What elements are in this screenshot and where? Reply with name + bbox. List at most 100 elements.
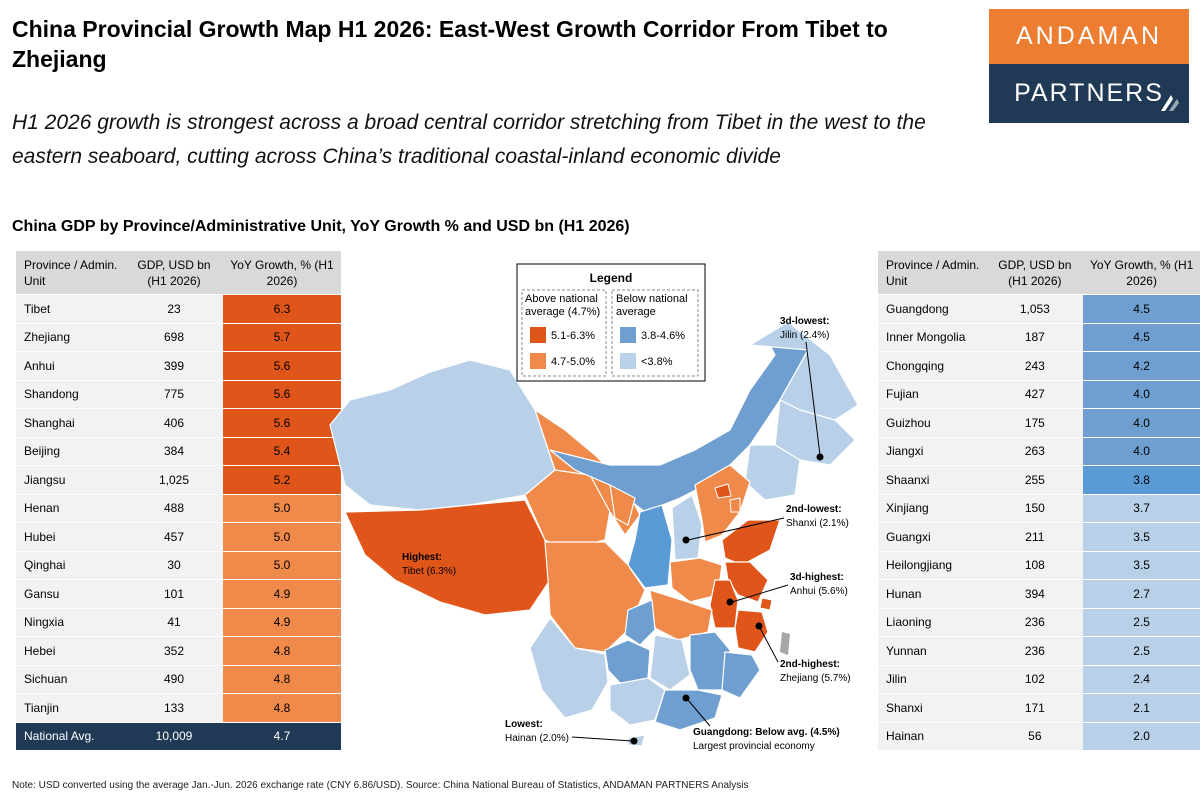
table-row: Shaanxi 255 3.8: [878, 465, 1200, 494]
region-guizhou: [604, 639, 651, 686]
table-row: Sichuan 490 4.8: [16, 664, 341, 694]
growth-cell: 4.5: [1083, 294, 1200, 323]
growth-cell: 4.8: [223, 693, 341, 722]
annotation-third-lowest-text: Jilin (2.4%): [780, 330, 829, 341]
gdp-cell: 406: [125, 408, 223, 437]
gdp-cell: 102: [986, 664, 1084, 694]
gdp-cell: 243: [986, 351, 1084, 380]
region-sichuan: [544, 541, 646, 653]
region-hebei: [694, 464, 751, 543]
growth-cell: 5.6: [223, 351, 341, 380]
province-cell: Guangdong: [878, 294, 987, 323]
col-header-gdp: GDP, USD bn (H1 2026): [125, 251, 223, 295]
table-row: Xinjiang 150 3.7: [878, 493, 1200, 523]
table-row: Henan 488 5.0: [16, 493, 341, 523]
table-row: Fujian 427 4.0: [878, 379, 1200, 409]
table-row: Tibet 23 6.3: [16, 294, 341, 323]
growth-cell: 5.0: [223, 522, 341, 551]
gdp-cell: 150: [986, 493, 1084, 523]
annotation-highest-title: Highest:: [402, 552, 442, 563]
table-row: National Avg. 10,009 4.7: [16, 721, 341, 750]
table-row: Gansu 101 4.9: [16, 579, 341, 608]
table-row: Chongqing 243 4.2: [878, 351, 1200, 380]
growth-cell: 3.7: [1083, 493, 1200, 523]
gdp-cell: 698: [125, 322, 223, 352]
province-cell: Liaoning: [878, 607, 987, 637]
table-row: Shandong 775 5.6: [16, 379, 341, 409]
growth-cell: 4.0: [1083, 408, 1200, 437]
growth-cell: 4.7: [223, 721, 341, 750]
table-row: Hunan 394 2.7: [878, 579, 1200, 608]
table-row: Guangdong 1,053 4.5: [878, 294, 1200, 323]
footnote: Note: USD converted using the average Ja…: [12, 780, 749, 791]
gdp-cell: 133: [125, 693, 223, 722]
province-cell: Heilongjiang: [878, 550, 987, 580]
table-row: Zhejiang 698 5.7: [16, 322, 341, 352]
growth-cell: 3.5: [1083, 522, 1200, 551]
map-legend: Legend Above national average (4.7%) Belo…: [516, 263, 706, 382]
region-xinjiang: [329, 359, 556, 511]
table-row: Hainan 56 2.0: [878, 721, 1200, 750]
growth-cell: 5.6: [223, 379, 341, 409]
table-row: Beijing 384 5.4: [16, 436, 341, 466]
growth-cell: 3.5: [1083, 550, 1200, 580]
province-cell: Jiangsu: [16, 465, 125, 494]
province-cell: Hainan: [878, 721, 987, 750]
annotation-guangdong: Guangdong: Below avg. (4.5%) Largest pro…: [682, 694, 840, 752]
gdp-cell: 775: [125, 379, 223, 409]
province-cell: Shandong: [16, 379, 125, 409]
gdp-cell: 352: [125, 636, 223, 665]
gdp-cell: 23: [125, 294, 223, 323]
annotation-third-highest: 3d-highest: Anhui (5.6%): [726, 572, 848, 606]
region-tibet: [344, 499, 551, 616]
growth-cell: 4.9: [223, 607, 341, 637]
growth-cell: 4.2: [1083, 351, 1200, 380]
gdp-cell: 10,009: [125, 721, 223, 750]
province-cell: Yunnan: [878, 636, 987, 665]
gdp-cell: 101: [125, 579, 223, 608]
table-row: Liaoning 236 2.5: [878, 607, 1200, 637]
region-shaanxi: [627, 504, 673, 589]
left-data-table: Province / Admin. Unit GDP, USD bn (H1 2…: [16, 251, 341, 750]
growth-cell: 4.5: [1083, 322, 1200, 352]
gdp-cell: 457: [125, 522, 223, 551]
region-shanghai: [759, 597, 773, 611]
gdp-cell: 1,053: [986, 294, 1084, 323]
annotation-second-lowest-title: 2nd-lowest:: [786, 504, 842, 515]
growth-cell: 5.7: [223, 322, 341, 352]
legend-swatch-light-blue: [620, 353, 636, 369]
growth-cell: 2.7: [1083, 579, 1200, 608]
province-cell: Hunan: [878, 579, 987, 608]
growth-cell: 4.9: [223, 579, 341, 608]
annotation-lowest-text: Hainan (2.0%): [505, 733, 569, 744]
gdp-cell: 236: [986, 636, 1084, 665]
company-logo: ANDAMAN PARTNERS: [989, 9, 1189, 123]
growth-cell: 4.0: [1083, 436, 1200, 466]
growth-cell: 5.0: [223, 550, 341, 580]
table-row: Guangxi 211 3.5: [878, 522, 1200, 551]
province-cell: Shaanxi: [878, 465, 987, 494]
right-data-table: Province / Admin. Unit GDP, USD bn (H1 2…: [878, 251, 1200, 750]
gdp-cell: 175: [986, 408, 1084, 437]
region-ningxia: [609, 483, 636, 526]
annotation-lowest-title: Lowest:: [505, 719, 543, 730]
gdp-cell: 236: [986, 607, 1084, 637]
region-tianjin: [729, 497, 741, 513]
province-cell: Qinghai: [16, 550, 125, 580]
annotation-lowest: Lowest: Hainan (2.0%): [505, 719, 638, 745]
region-shandong: [721, 519, 781, 566]
table-row: Shanxi 171 2.1: [878, 693, 1200, 722]
province-cell: Chongqing: [878, 351, 987, 380]
annotation-second-lowest-text: Shanxi (2.1%): [786, 518, 849, 529]
annotation-third-lowest: 3d-lowest: Jilin (2.4%): [780, 316, 829, 461]
growth-cell: 2.5: [1083, 636, 1200, 665]
province-cell: National Avg.: [16, 721, 125, 750]
gdp-cell: 30: [125, 550, 223, 580]
province-cell: Sichuan: [16, 664, 125, 694]
legend-item-2: 4.7-5.0%: [551, 356, 595, 368]
annotation-third-highest-text: Anhui (5.6%): [790, 586, 848, 597]
region-beijing: [714, 483, 732, 499]
gdp-cell: 41: [125, 607, 223, 637]
gdp-cell: 108: [986, 550, 1084, 580]
